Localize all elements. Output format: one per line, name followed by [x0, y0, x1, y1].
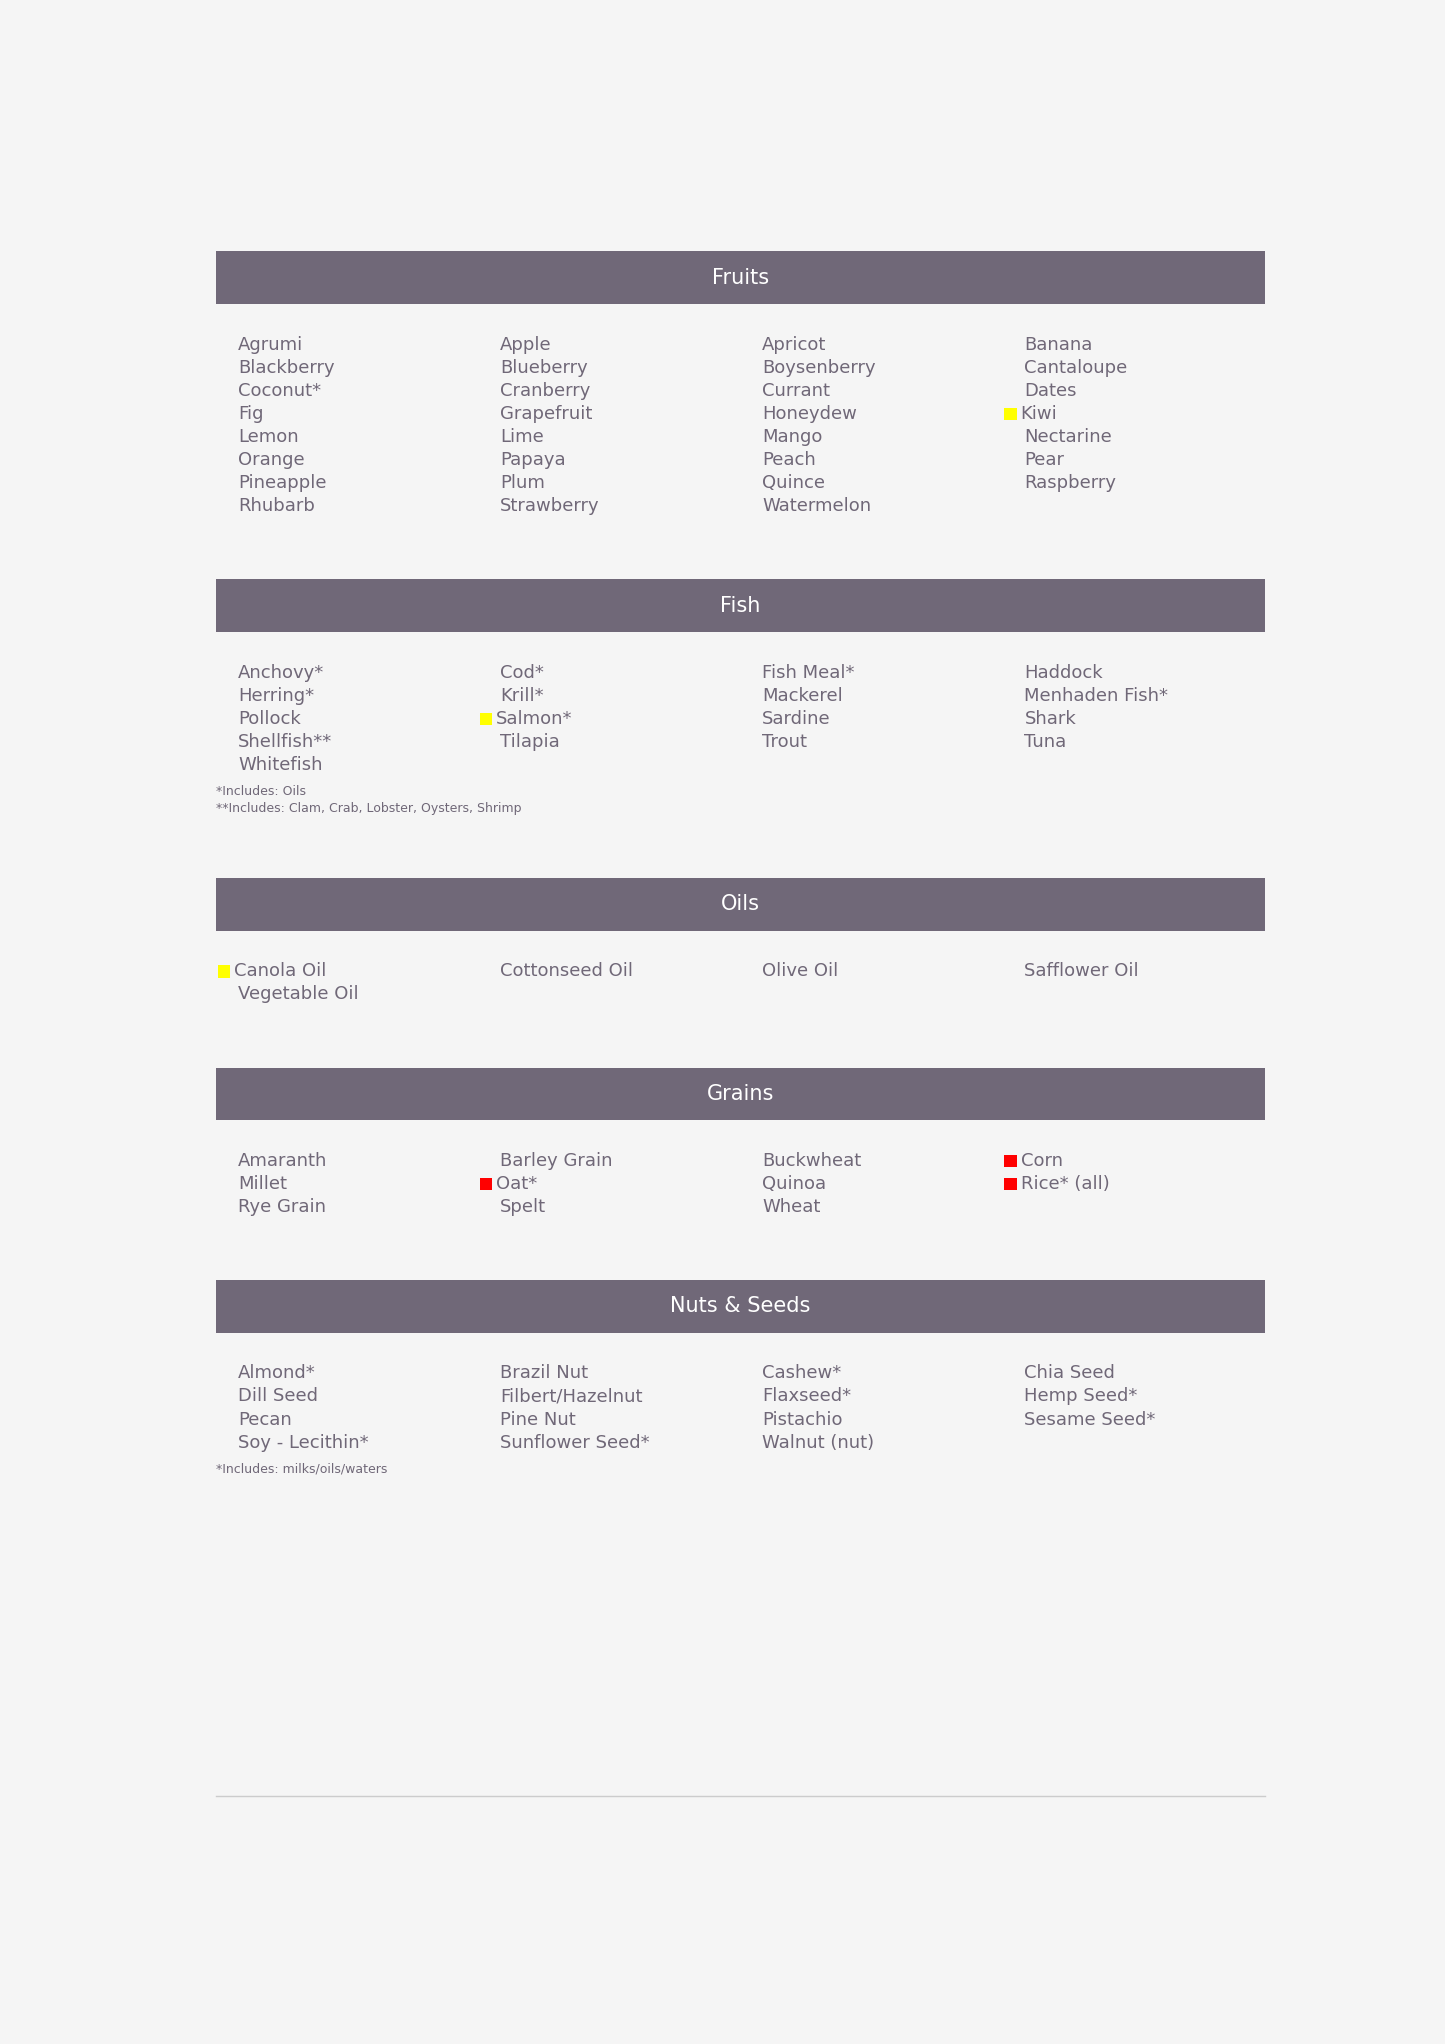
Text: Trout: Trout	[763, 734, 808, 750]
Text: Pecan: Pecan	[238, 1410, 292, 1429]
FancyBboxPatch shape	[217, 578, 1264, 632]
Text: **Includes: Clam, Crab, Lobster, Oysters, Shrimp: **Includes: Clam, Crab, Lobster, Oysters…	[217, 801, 522, 816]
Text: Amaranth: Amaranth	[238, 1153, 328, 1169]
FancyBboxPatch shape	[218, 965, 230, 977]
Text: Mackerel: Mackerel	[763, 687, 842, 705]
Text: Cottonseed Oil: Cottonseed Oil	[500, 963, 633, 981]
Text: Blackberry: Blackberry	[238, 358, 335, 376]
Text: Cod*: Cod*	[500, 664, 543, 681]
Text: Watermelon: Watermelon	[763, 497, 871, 515]
Text: Haddock: Haddock	[1025, 664, 1103, 681]
Text: Brazil Nut: Brazil Nut	[500, 1363, 588, 1382]
Text: Hemp Seed*: Hemp Seed*	[1025, 1388, 1137, 1406]
Text: Fruits: Fruits	[712, 268, 769, 288]
Text: Dill Seed: Dill Seed	[238, 1388, 318, 1406]
FancyBboxPatch shape	[480, 713, 493, 726]
Text: Rice* (all): Rice* (all)	[1020, 1175, 1110, 1194]
Text: Quinoa: Quinoa	[763, 1175, 827, 1194]
Text: Plum: Plum	[500, 474, 545, 493]
Text: Canola Oil: Canola Oil	[234, 963, 327, 981]
Text: Pear: Pear	[1025, 452, 1065, 470]
Text: *Includes: milks/oils/waters: *Includes: milks/oils/waters	[217, 1461, 387, 1476]
Text: Tilapia: Tilapia	[500, 734, 559, 750]
Text: *Includes: Oils: *Includes: Oils	[217, 785, 306, 797]
Text: Sunflower Seed*: Sunflower Seed*	[500, 1433, 650, 1451]
Text: Lime: Lime	[500, 427, 543, 446]
Text: Mango: Mango	[763, 427, 822, 446]
Text: Cantaloupe: Cantaloupe	[1025, 358, 1127, 376]
Text: Walnut (nut): Walnut (nut)	[763, 1433, 874, 1451]
Text: Krill*: Krill*	[500, 687, 543, 705]
Text: Anchovy*: Anchovy*	[238, 664, 324, 681]
Text: Kiwi: Kiwi	[1020, 405, 1058, 423]
Text: Apricot: Apricot	[763, 335, 827, 354]
FancyBboxPatch shape	[217, 879, 1264, 930]
Text: Sesame Seed*: Sesame Seed*	[1025, 1410, 1156, 1429]
Text: Wheat: Wheat	[763, 1198, 821, 1216]
Text: Pineapple: Pineapple	[238, 474, 327, 493]
Text: Flaxseed*: Flaxseed*	[763, 1388, 851, 1406]
Text: Banana: Banana	[1025, 335, 1092, 354]
Text: Fig: Fig	[238, 405, 263, 423]
Text: Shellfish**: Shellfish**	[238, 734, 332, 750]
Text: Quince: Quince	[763, 474, 825, 493]
Text: Whitefish: Whitefish	[238, 756, 322, 775]
Text: Sardine: Sardine	[763, 709, 831, 728]
Text: Coconut*: Coconut*	[238, 382, 321, 401]
Text: Buckwheat: Buckwheat	[763, 1153, 861, 1169]
Text: Pollock: Pollock	[238, 709, 301, 728]
Text: Pine Nut: Pine Nut	[500, 1410, 577, 1429]
FancyBboxPatch shape	[1004, 407, 1017, 421]
FancyBboxPatch shape	[217, 1067, 1264, 1120]
Text: Spelt: Spelt	[500, 1198, 546, 1216]
Text: Blueberry: Blueberry	[500, 358, 588, 376]
Text: Nuts & Seeds: Nuts & Seeds	[670, 1296, 811, 1316]
FancyBboxPatch shape	[480, 1177, 493, 1190]
Text: Grapefruit: Grapefruit	[500, 405, 592, 423]
Text: Rhubarb: Rhubarb	[238, 497, 315, 515]
Text: Menhaden Fish*: Menhaden Fish*	[1025, 687, 1169, 705]
Text: Fish: Fish	[721, 595, 760, 615]
FancyBboxPatch shape	[1004, 1155, 1017, 1167]
Text: Fish Meal*: Fish Meal*	[763, 664, 855, 681]
FancyBboxPatch shape	[217, 251, 1264, 305]
Text: Oils: Oils	[721, 895, 760, 914]
Text: Vegetable Oil: Vegetable Oil	[238, 985, 358, 1004]
Text: Nectarine: Nectarine	[1025, 427, 1113, 446]
Text: Millet: Millet	[238, 1175, 288, 1194]
Text: Strawberry: Strawberry	[500, 497, 600, 515]
Text: Pistachio: Pistachio	[763, 1410, 842, 1429]
Text: Chia Seed: Chia Seed	[1025, 1363, 1116, 1382]
Text: Papaya: Papaya	[500, 452, 566, 470]
Text: Dates: Dates	[1025, 382, 1077, 401]
Text: Boysenberry: Boysenberry	[763, 358, 876, 376]
Text: Lemon: Lemon	[238, 427, 299, 446]
Text: Peach: Peach	[763, 452, 816, 470]
Text: Almond*: Almond*	[238, 1363, 315, 1382]
Text: Orange: Orange	[238, 452, 305, 470]
Text: Corn: Corn	[1020, 1153, 1062, 1169]
Text: Apple: Apple	[500, 335, 552, 354]
Text: Soy - Lecithin*: Soy - Lecithin*	[238, 1433, 368, 1451]
Text: Rye Grain: Rye Grain	[238, 1198, 327, 1216]
Text: Tuna: Tuna	[1025, 734, 1066, 750]
Text: Cashew*: Cashew*	[763, 1363, 841, 1382]
Text: Olive Oil: Olive Oil	[763, 963, 838, 981]
Text: Barley Grain: Barley Grain	[500, 1153, 613, 1169]
Text: Cranberry: Cranberry	[500, 382, 591, 401]
Text: Shark: Shark	[1025, 709, 1077, 728]
Text: Herring*: Herring*	[238, 687, 314, 705]
Text: Safflower Oil: Safflower Oil	[1025, 963, 1139, 981]
Text: Raspberry: Raspberry	[1025, 474, 1117, 493]
Text: Agrumi: Agrumi	[238, 335, 303, 354]
Text: Salmon*: Salmon*	[496, 709, 572, 728]
Text: Oat*: Oat*	[496, 1175, 538, 1194]
Text: Currant: Currant	[763, 382, 831, 401]
Text: Filbert/Hazelnut: Filbert/Hazelnut	[500, 1388, 643, 1406]
Text: Grains: Grains	[707, 1083, 775, 1104]
FancyBboxPatch shape	[1004, 1177, 1017, 1190]
FancyBboxPatch shape	[217, 1280, 1264, 1333]
Text: Honeydew: Honeydew	[763, 405, 857, 423]
